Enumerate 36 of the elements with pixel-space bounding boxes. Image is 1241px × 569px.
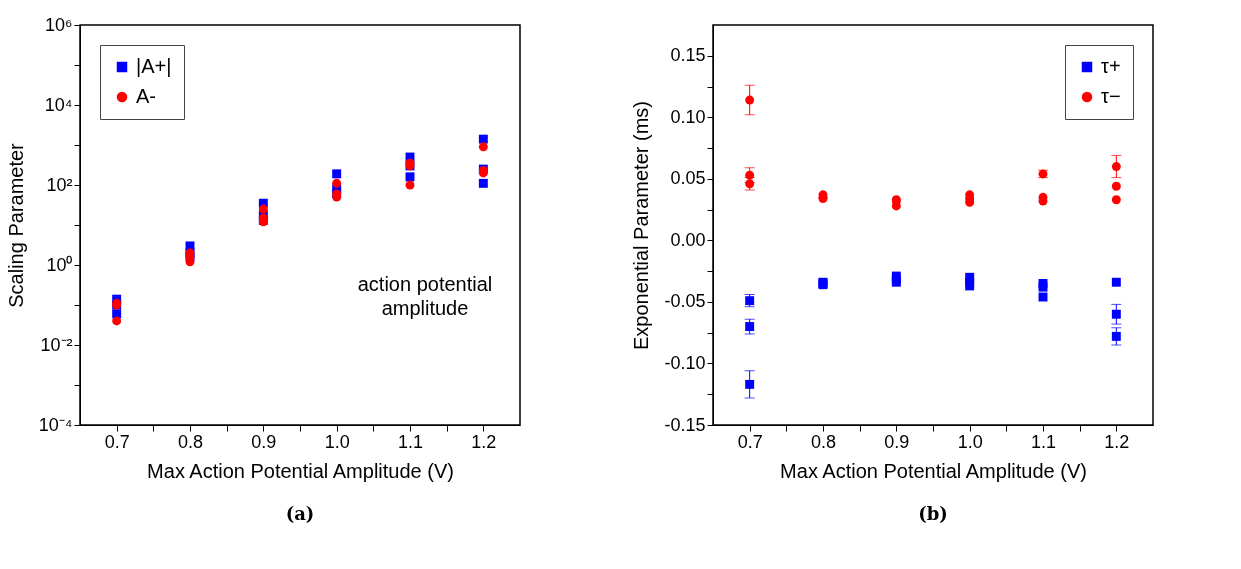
x-tick-label: 1.2: [1104, 431, 1130, 452]
x-tick-label: 1.2: [471, 431, 497, 452]
y-tick-label: 0.00: [670, 229, 706, 250]
y-tick-label: 0.10: [670, 106, 706, 127]
y-axis-title: Scaling Parameter: [4, 142, 27, 308]
y-tick-label: -0.15: [664, 414, 706, 435]
x-tick-label: 0.7: [737, 431, 763, 452]
y-tick-label: 10⁻²: [40, 334, 73, 355]
x-axis-title: Max Action Potential Amplitude (V): [147, 459, 454, 482]
legend-label: |A+|: [136, 55, 172, 77]
x-tick-label: 0.9: [884, 431, 910, 452]
text: (a): [285, 503, 315, 524]
legend-label: A-: [136, 85, 156, 107]
y-tick-label: 10⁰: [46, 254, 73, 275]
x-tick-label: 0.8: [810, 431, 837, 452]
legend-label: τ−: [1101, 85, 1121, 107]
x-tick-label: 1.1: [1030, 431, 1057, 452]
y-tick-label: 0.15: [670, 45, 706, 66]
x-tick-label: 0.7: [104, 431, 130, 452]
x-tick-label: 1.0: [324, 431, 350, 452]
legend-label: τ+: [1101, 55, 1121, 77]
y-tick-label: 10⁻⁴: [38, 414, 73, 435]
x-tick-label: 1.0: [957, 431, 983, 452]
y-tick-label: 10⁴: [44, 94, 73, 115]
x-tick-label: 1.1: [397, 431, 424, 452]
annotation: action potential amplitude: [357, 273, 493, 319]
y-axis-title: Exponential Parameter (ms): [630, 101, 653, 350]
text: (b): [918, 503, 948, 524]
x-axis-title: Max Action Potential Amplitude (V): [780, 459, 1087, 482]
y-tick-label: 10²: [46, 174, 73, 195]
x-tick-label: 0.8: [177, 431, 204, 452]
x-tick-label: 0.9: [251, 431, 277, 452]
y-tick-label: -0.10: [664, 352, 706, 373]
y-tick-label: 0.05: [670, 168, 706, 189]
y-tick-label: 10⁶: [45, 14, 73, 35]
y-tick-label: -0.05: [664, 291, 706, 312]
